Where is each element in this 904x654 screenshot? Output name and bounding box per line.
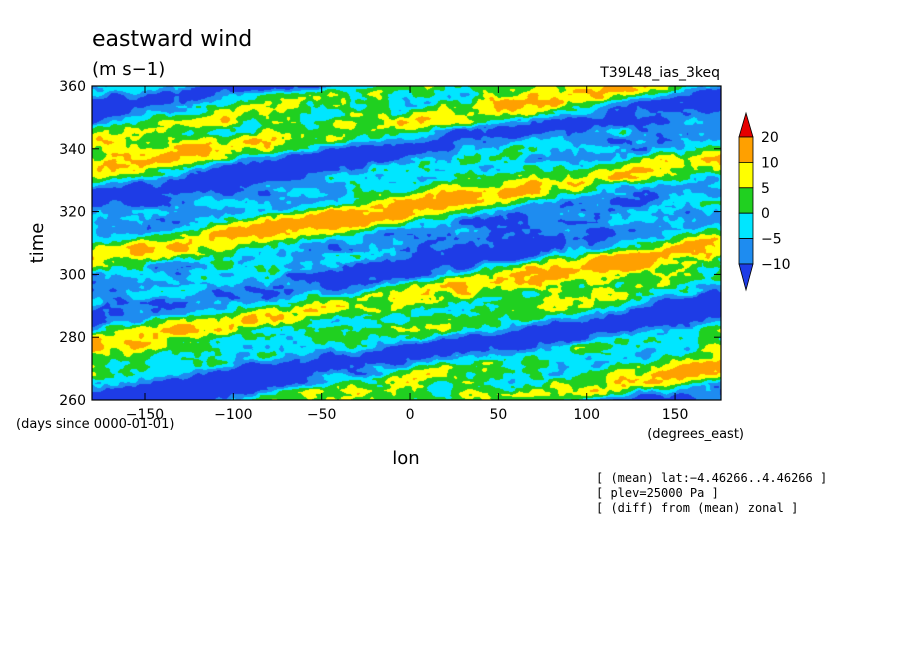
y-tick-label: 280 — [59, 330, 86, 346]
x-axis-units: (degrees_east) — [647, 427, 744, 442]
colorbar-box — [738, 161, 754, 189]
y-tick-label: 360 — [59, 79, 86, 95]
colorbar-label: 5 — [761, 181, 770, 197]
colorbar-box — [738, 187, 754, 214]
y-axis: 260 280 300 320 340 360 — [59, 79, 721, 409]
plot-frame — [91, 85, 722, 401]
colorbar-cap-bottom — [738, 263, 754, 292]
note-plev: [ plev=25000 Pa ] — [596, 486, 719, 500]
colorbar-box — [738, 136, 754, 163]
heatmap-field — [92, 86, 721, 400]
y-axis-units: (days since 0000-01-01) — [16, 417, 174, 432]
colorbar-label: 0 — [761, 206, 770, 222]
x-tick-label: −150 — [126, 407, 164, 423]
x-axis-label: lon — [392, 448, 419, 469]
y-tick-label: 320 — [59, 205, 86, 221]
colorbar-label: 10 — [761, 155, 779, 171]
x-tick-label: 100 — [573, 407, 600, 423]
chart-units: (m s−1) — [92, 59, 165, 80]
colorbar-box — [738, 212, 754, 239]
x-tick-label: −50 — [307, 407, 337, 423]
run-label: T39L48_ias_3keq — [599, 65, 720, 81]
colorbar-box — [738, 238, 754, 265]
x-tick-label: 150 — [662, 407, 689, 423]
note-diff: [ (diff) from (mean) zonal ] — [596, 501, 798, 515]
y-tick-label: 260 — [59, 393, 86, 409]
x-tick-label: 50 — [489, 407, 507, 423]
x-tick-label: 0 — [406, 407, 415, 423]
note-lat: [ (mean) lat:−4.46266..4.46266 ] — [596, 471, 827, 485]
y-tick-label: 340 — [59, 142, 86, 158]
chart-title: eastward wind — [92, 27, 252, 52]
y-axis-label: time — [27, 223, 48, 264]
colorbar-label: −5 — [761, 232, 782, 248]
colorbar-label: 20 — [761, 130, 779, 146]
x-tick-label: −100 — [214, 407, 252, 423]
colorbar: 20 10 5 0 −5 −10 — [738, 111, 791, 292]
x-axis: −150 −100 −50 0 50 100 150 — [126, 86, 689, 423]
y-tick-label: 300 — [59, 267, 86, 283]
colorbar-label: −10 — [761, 257, 791, 273]
